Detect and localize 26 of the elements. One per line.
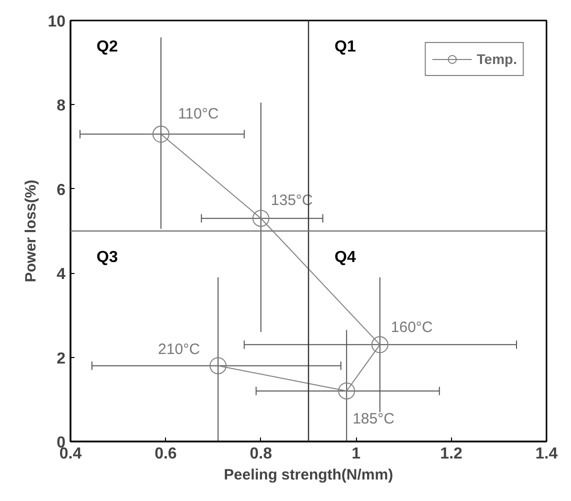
- annotation: Q2: [96, 38, 118, 56]
- x-tick-label: 0.8: [250, 446, 272, 462]
- point: [371, 336, 388, 354]
- x-axis-title: Peeling strength(N/mm): [224, 466, 394, 484]
- annotation: Q4: [334, 249, 356, 266]
- point: [210, 357, 227, 374]
- y-tick-label: 4: [56, 266, 66, 284]
- legend-label: Temp.: [476, 51, 517, 67]
- x-tick-label: 1.4: [535, 446, 558, 462]
- point: [252, 210, 270, 227]
- annotation: 160°C: [390, 319, 433, 336]
- y-tick-label: 10: [48, 14, 66, 30]
- annotation: 210°C: [158, 341, 200, 358]
- x-tick-label: 0.6: [154, 446, 177, 462]
- annotation: 185°C: [352, 410, 395, 428]
- point: [338, 382, 356, 400]
- annotation: Q3: [96, 249, 118, 266]
- y-tick-label: 2: [56, 350, 66, 368]
- annotation: 110°C: [178, 106, 219, 123]
- y-axis-title: Power loss(%): [22, 180, 40, 282]
- x-tick-label: 1: [352, 446, 361, 462]
- y-tick-label: 8: [56, 98, 66, 115]
- x-tick-label: 1.2: [440, 446, 463, 462]
- point: [152, 126, 170, 143]
- y-tick-label: 6: [56, 182, 66, 199]
- annotation: Q1: [334, 38, 356, 56]
